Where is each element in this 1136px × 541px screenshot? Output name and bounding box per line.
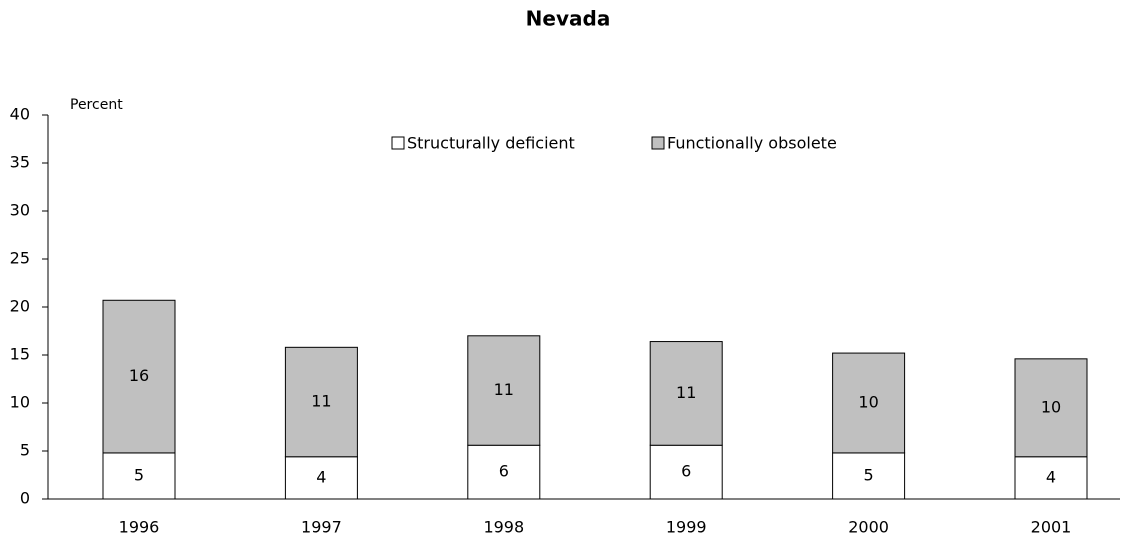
- data-label: 10: [1041, 397, 1061, 416]
- y-tick-label: 35: [10, 153, 30, 172]
- y-tick-label: 15: [10, 345, 30, 364]
- x-tick-label: 2001: [1031, 518, 1072, 537]
- bar-segment: [102, 299, 176, 454]
- y-tick-label: 0: [20, 489, 30, 508]
- bar-segment: [467, 444, 541, 500]
- data-label: 6: [499, 462, 509, 481]
- data-label: 5: [864, 465, 874, 484]
- x-tick-label: 1999: [666, 518, 707, 537]
- y-tick-label: 30: [10, 201, 30, 220]
- bar-segment: [102, 452, 176, 500]
- legend-swatch: [651, 136, 665, 150]
- data-label: 6: [681, 462, 691, 481]
- data-label: 4: [316, 467, 326, 486]
- x-tick-label: 2000: [848, 518, 889, 537]
- data-label: 16: [129, 366, 149, 385]
- x-tick-label: 1996: [119, 518, 160, 537]
- bar-segment: [467, 335, 541, 446]
- y-tick-label: 10: [10, 393, 30, 412]
- bar-segment: [832, 452, 906, 500]
- bar-segment: [284, 346, 358, 458]
- data-label: 11: [494, 380, 514, 399]
- bar-segment: [1014, 358, 1088, 458]
- x-tick-label: 1998: [483, 518, 524, 537]
- data-label: 5: [134, 465, 144, 484]
- y-tick-label: 20: [10, 297, 30, 316]
- y-axis-label: Percent: [70, 97, 123, 113]
- data-label: 11: [311, 392, 331, 411]
- bar-segment: [284, 456, 358, 500]
- legend-swatch: [391, 136, 405, 150]
- y-tick-label: 5: [20, 441, 30, 460]
- data-label: 10: [858, 393, 878, 412]
- y-tick-label: 25: [10, 249, 30, 268]
- data-label: 11: [676, 383, 696, 402]
- y-tick-label: 40: [10, 105, 30, 124]
- x-tick-label: 1997: [301, 518, 342, 537]
- bar-segment: [649, 341, 723, 446]
- bar-segment: [1014, 456, 1088, 500]
- data-label: 4: [1046, 467, 1056, 486]
- legend-label: Functionally obsolete: [667, 134, 837, 153]
- chart-title: Nevada: [526, 7, 611, 31]
- legend-label: Structurally deficient: [407, 134, 575, 153]
- bar-segment: [832, 352, 906, 454]
